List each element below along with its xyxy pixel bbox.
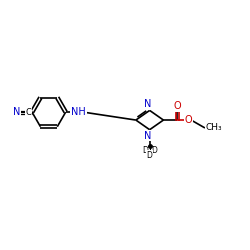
Text: O: O bbox=[184, 115, 192, 125]
Text: N: N bbox=[12, 107, 20, 117]
Text: NH: NH bbox=[71, 107, 86, 117]
Text: D: D bbox=[152, 146, 158, 155]
Text: N: N bbox=[144, 131, 151, 141]
Text: N: N bbox=[144, 100, 151, 110]
Text: C: C bbox=[25, 108, 31, 117]
Text: D: D bbox=[142, 146, 148, 155]
Text: D: D bbox=[147, 151, 152, 160]
Text: CH₃: CH₃ bbox=[206, 124, 222, 132]
Text: O: O bbox=[174, 101, 181, 111]
